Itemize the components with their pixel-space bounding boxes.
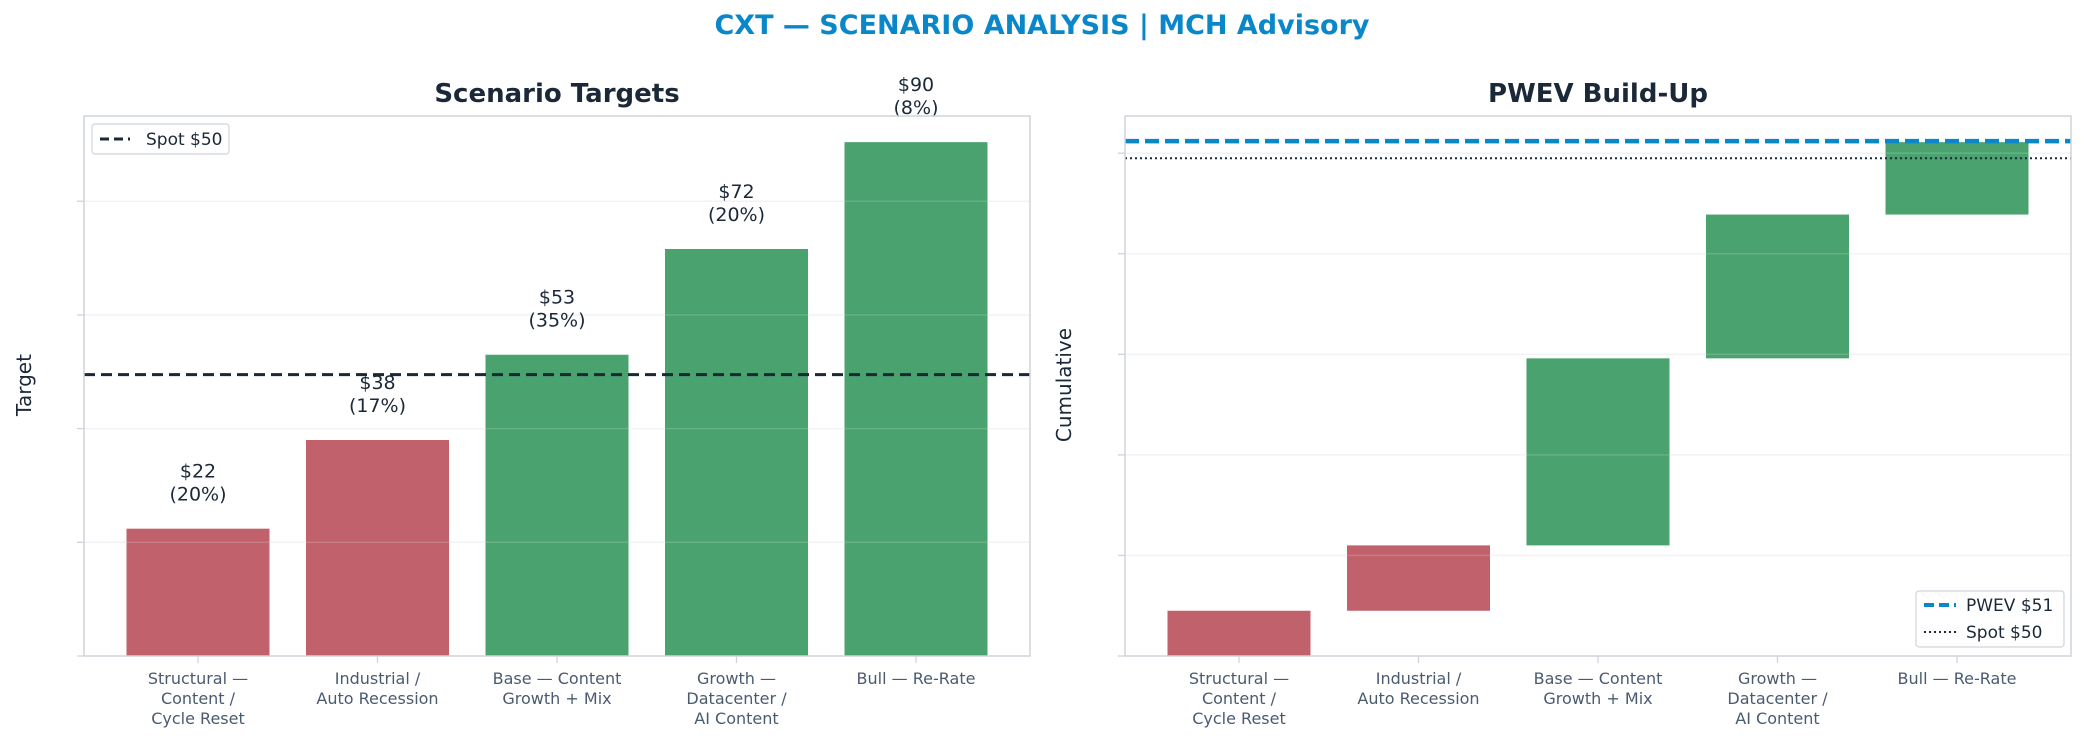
x-tick-label: Industrial / Auto Recession: [316, 669, 438, 708]
bar: [485, 354, 629, 656]
x-tick-label: Structural — Content / Cycle Reset: [1189, 669, 1289, 728]
legend-label-spot: Spot $50: [1966, 623, 2043, 643]
data-label: $38 (17%): [349, 372, 406, 417]
legend-box: [91, 123, 230, 155]
y-axis-label-target: Target: [12, 354, 36, 417]
data-label: $22 (20%): [169, 461, 226, 506]
chart-title-pwev-buildup: PWEV Build-Up: [1488, 79, 1708, 109]
legend-spot: Spot $50: [91, 123, 230, 155]
x-tick-label: Industrial / Auto Recession: [1357, 669, 1479, 708]
bar: [844, 142, 988, 657]
legend-label-spot: Spot $50: [146, 130, 223, 150]
x-tick-label: Growth — Datacenter / AI Content: [1727, 669, 1828, 728]
legend-pwev-spot: PWEV $51 Spot $50: [1915, 590, 2065, 648]
chart-title-scenario-targets: Scenario Targets: [434, 79, 679, 109]
bar: [1347, 545, 1490, 611]
x-tick-label: Structural — Content / Cycle Reset: [148, 669, 248, 728]
data-label: $90 (8%): [894, 74, 939, 119]
x-tick-label: Bull — Re-Rate: [1898, 669, 2017, 688]
bar: [1885, 142, 2029, 215]
data-label: $72 (20%): [708, 181, 765, 226]
bar: [1167, 610, 1311, 656]
legend-box: [1915, 590, 2065, 648]
x-tick-label: Base — Content Growth + Mix: [493, 669, 622, 708]
bar: [306, 440, 449, 656]
scenario-targets-chart: Scenario Targets Target Structural — Cont…: [12, 74, 1031, 728]
x-tick-label: Bull — Re-Rate: [857, 669, 976, 688]
figure-title: CXT — SCENARIO ANALYSIS | MCH Advisory: [714, 10, 1369, 41]
plot-frame: [83, 115, 1031, 657]
x-tick-label: Growth — Datacenter / AI Content: [686, 669, 787, 728]
bar: [665, 249, 808, 656]
data-label: $53 (35%): [528, 287, 585, 332]
bar: [126, 528, 270, 656]
bar: [1526, 358, 1670, 546]
pwev-buildup-chart: PWEV Build-Up Cumulative Structural — Con…: [1052, 79, 2072, 728]
y-axis-label-cumulative: Cumulative: [1052, 328, 1076, 442]
legend-label-pwev: PWEV $51: [1966, 596, 2053, 616]
bar: [1706, 214, 1849, 359]
x-tick-label: Base — Content Growth + Mix: [1534, 669, 1663, 708]
plot-frame: [1124, 115, 2072, 657]
